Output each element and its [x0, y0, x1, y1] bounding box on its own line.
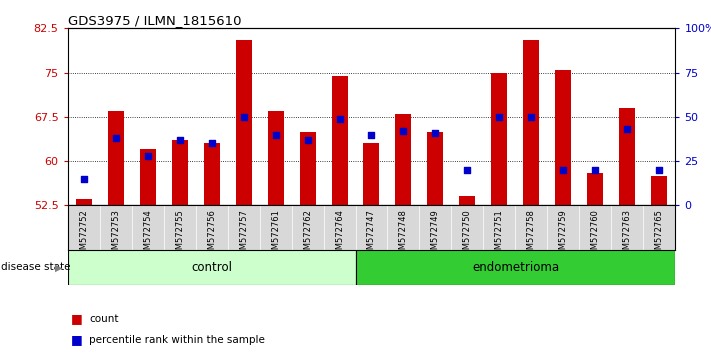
Text: endometrioma: endometrioma: [472, 261, 559, 274]
Point: [109, 135, 121, 141]
Point: [365, 132, 377, 137]
Bar: [203, 143, 220, 205]
Text: GSM572763: GSM572763: [623, 209, 632, 260]
Point: [173, 137, 185, 143]
Bar: [491, 73, 508, 205]
Text: GSM572753: GSM572753: [111, 209, 120, 260]
Point: [462, 167, 474, 173]
Bar: [619, 108, 636, 205]
Point: [557, 167, 569, 173]
Point: [493, 114, 505, 120]
Bar: [299, 132, 316, 205]
Text: GSM572755: GSM572755: [175, 209, 184, 259]
Text: ■: ■: [71, 312, 83, 325]
Text: GSM572758: GSM572758: [527, 209, 536, 260]
Text: GSM572756: GSM572756: [207, 209, 216, 260]
Bar: [459, 196, 476, 205]
Text: count: count: [89, 314, 118, 324]
Text: disease state: disease state: [1, 262, 70, 272]
Text: GSM572764: GSM572764: [335, 209, 344, 260]
Point: [206, 141, 218, 146]
Text: GSM572747: GSM572747: [367, 209, 376, 260]
Point: [141, 153, 154, 159]
Bar: [331, 75, 348, 205]
Text: GSM572751: GSM572751: [495, 209, 504, 259]
Text: GSM572765: GSM572765: [655, 209, 664, 260]
Bar: [555, 70, 572, 205]
Text: GSM572760: GSM572760: [591, 209, 600, 260]
Text: GSM572762: GSM572762: [303, 209, 312, 260]
Point: [237, 114, 249, 120]
Text: GSM572754: GSM572754: [143, 209, 152, 259]
Point: [590, 167, 602, 173]
Bar: [235, 40, 252, 205]
Point: [525, 114, 538, 120]
Point: [429, 130, 441, 136]
Bar: [395, 114, 412, 205]
Text: GSM572748: GSM572748: [399, 209, 408, 260]
Point: [334, 116, 346, 121]
Point: [621, 126, 633, 132]
Text: GSM572752: GSM572752: [79, 209, 88, 259]
Point: [270, 132, 282, 137]
Bar: [107, 111, 124, 205]
Text: GSM572750: GSM572750: [463, 209, 472, 259]
Point: [398, 128, 410, 134]
Text: ■: ■: [71, 333, 83, 346]
Point: [301, 137, 313, 143]
Bar: [587, 173, 604, 205]
Bar: [427, 132, 444, 205]
Text: GSM572757: GSM572757: [239, 209, 248, 260]
Bar: [139, 149, 156, 205]
Text: GSM572761: GSM572761: [271, 209, 280, 260]
Point: [654, 167, 665, 173]
Text: ▶: ▶: [55, 262, 63, 272]
Bar: [171, 141, 188, 205]
Text: GSM572749: GSM572749: [431, 209, 440, 259]
Bar: [363, 143, 380, 205]
Text: GSM572759: GSM572759: [559, 209, 568, 259]
Bar: [75, 199, 92, 205]
Bar: [267, 111, 284, 205]
Text: GDS3975 / ILMN_1815610: GDS3975 / ILMN_1815610: [68, 14, 241, 27]
Text: control: control: [191, 261, 232, 274]
Bar: [356, 250, 675, 285]
Bar: [523, 40, 540, 205]
Text: percentile rank within the sample: percentile rank within the sample: [89, 335, 264, 345]
Bar: [651, 176, 668, 205]
Bar: [68, 250, 356, 285]
Point: [78, 176, 90, 182]
